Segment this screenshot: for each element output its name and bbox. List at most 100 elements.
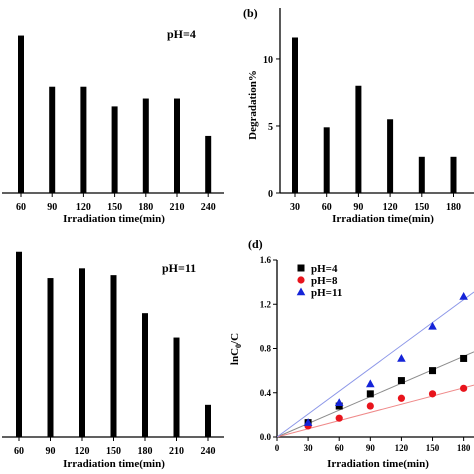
bar-150 xyxy=(111,106,118,193)
y-tick-label-0.8: 0.8 xyxy=(260,344,272,354)
point-ph11-150 xyxy=(428,321,437,330)
point-ph4-150 xyxy=(429,367,437,375)
x-tick-label-60: 60 xyxy=(14,446,24,457)
bar-60 xyxy=(18,35,24,193)
x-tick-label-90: 90 xyxy=(353,202,363,213)
x-tick-label-30: 30 xyxy=(304,443,314,453)
bar-150 xyxy=(110,275,117,437)
point-ph8-150 xyxy=(428,390,437,398)
y-tick-label-0.0: 0.0 xyxy=(260,432,272,442)
y-tick-label-10: 10 xyxy=(263,55,273,66)
x-tick-label-240: 240 xyxy=(201,202,216,213)
panel-b-y-axis-title: Degradation% xyxy=(247,70,259,140)
panel-a: 60 90 120 150 180 210 240 pH=4 Irradiation tim… xyxy=(2,27,224,225)
bar-150 xyxy=(418,156,425,193)
panel-b-label: (b) xyxy=(243,6,258,20)
legend-marker-ph4 xyxy=(297,264,305,272)
x-tick-label-150: 150 xyxy=(426,443,440,453)
panel-b-x-axis-title: Irradiation time(min) xyxy=(332,213,434,225)
bar-90 xyxy=(355,85,362,193)
panel-c-annotation: pH=11 xyxy=(162,261,196,275)
point-ph4-90 xyxy=(366,390,374,398)
panel-d-points: 0 30 60 90 120 150 180 0.0 0.4 0.8 1.2 1.6 xyxy=(260,255,471,453)
fit-line-ph11 xyxy=(276,291,474,438)
panel-b-bars: 30 60 90 120 150 180 0 5 10 xyxy=(263,37,461,213)
y-tick-label-0: 0 xyxy=(268,189,273,200)
x-tick-label-60: 60 xyxy=(322,202,332,213)
x-tick-label-60: 60 xyxy=(335,443,345,453)
bar-60 xyxy=(323,127,330,193)
panel-d-x-axis-title: Irradiation time(min) xyxy=(327,458,429,470)
x-tick-label-30: 30 xyxy=(290,202,300,213)
panel-a-x-axis-title: Irradiation time(min) xyxy=(63,213,165,225)
point-ph11-30 xyxy=(303,418,313,426)
bar-60 xyxy=(16,251,22,437)
legend-marker-ph8 xyxy=(297,276,305,284)
x-tick-label-120: 120 xyxy=(395,443,409,453)
bar-240 xyxy=(205,135,212,193)
x-tick-label-150: 150 xyxy=(107,202,122,213)
x-tick-label-180: 180 xyxy=(446,202,461,213)
y-tick-label-0.4: 0.4 xyxy=(260,388,272,398)
panel-c-x-axis-title: Irradiation time(min) xyxy=(63,458,165,470)
panel-c: 60 90 120 150 180 210 240 pH=11 Irradiation ti… xyxy=(2,251,224,470)
bar-90 xyxy=(49,86,56,193)
panel-a-bars: 60 90 120 150 180 210 240 xyxy=(16,35,216,213)
point-ph8-90 xyxy=(366,402,374,410)
bar-240 xyxy=(205,404,211,437)
y-tick-label-1.2: 1.2 xyxy=(260,299,272,309)
x-tick-label-150: 150 xyxy=(414,202,429,213)
point-ph4-120 xyxy=(397,377,405,385)
x-tick-label-90: 90 xyxy=(47,202,57,213)
panel-d-legend: pH=4pH=8pH=11 xyxy=(296,263,342,299)
x-tick-label-60: 60 xyxy=(16,202,26,213)
point-ph8-60 xyxy=(335,414,343,422)
legend-marker-ph11 xyxy=(296,287,306,296)
point-ph11-60 xyxy=(334,398,344,407)
bar-120 xyxy=(80,86,87,193)
bar-90 xyxy=(47,278,54,437)
bar-180 xyxy=(450,156,457,193)
x-tick-label-150: 150 xyxy=(106,446,121,457)
x-tick-label-210: 210 xyxy=(169,446,184,457)
x-tick-label-120: 120 xyxy=(76,202,91,213)
point-ph4-60 xyxy=(335,402,343,410)
y-tick-label-1.6: 1.6 xyxy=(260,255,272,265)
point-ph4-180 xyxy=(460,354,468,362)
panel-d-label: (d) xyxy=(248,237,263,251)
panel-d: (d) lnC0/C 0 30 60 90 120 150 1800.00.40.81.21… xyxy=(229,237,474,470)
y-tick-label-5: 5 xyxy=(268,122,273,133)
point-ph11-90 xyxy=(366,379,375,388)
point-ph11-120 xyxy=(397,353,406,362)
panel-d-y-axis-title: lnC0/C xyxy=(229,333,243,365)
panel-c-bars: 60 90 120 150 180 210 240 xyxy=(14,251,216,457)
bar-210 xyxy=(174,98,180,193)
panel-b: (b) Degradation% 30 60 90 120 150 180 0 5 10 Irr… xyxy=(243,6,474,225)
bar-180 xyxy=(142,98,149,193)
fit-line-ph8 xyxy=(276,384,474,438)
x-tick-label-120: 120 xyxy=(75,446,90,457)
x-tick-label-90: 90 xyxy=(366,443,376,453)
x-tick-label-210: 210 xyxy=(170,202,185,213)
x-tick-label-90: 90 xyxy=(46,446,56,457)
point-ph8-120 xyxy=(397,394,406,402)
panel-d-y-axis-title-sub: 0 xyxy=(234,344,243,348)
panel-d-y-axis-title-tail: /C xyxy=(229,333,241,345)
x-tick-label-240: 240 xyxy=(201,446,216,457)
x-tick-label-0: 0 xyxy=(275,443,280,453)
x-tick-label-120: 120 xyxy=(383,202,398,213)
x-tick-label-180: 180 xyxy=(138,446,153,457)
bar-120 xyxy=(387,119,394,193)
legend-label-ph4: pH=4 xyxy=(311,263,338,275)
panel-d-y-axis-title-main: lnC xyxy=(229,348,241,365)
panel-a-annotation: pH=4 xyxy=(167,27,196,41)
panel-d-fit-lines xyxy=(276,291,474,438)
bar-210 xyxy=(173,337,180,437)
point-ph8-180 xyxy=(460,384,468,392)
x-tick-label-180: 180 xyxy=(138,202,153,213)
bar-30 xyxy=(292,37,298,193)
bar-120 xyxy=(79,268,85,437)
legend-label-ph11: pH=11 xyxy=(311,287,342,299)
bar-180 xyxy=(142,313,148,437)
